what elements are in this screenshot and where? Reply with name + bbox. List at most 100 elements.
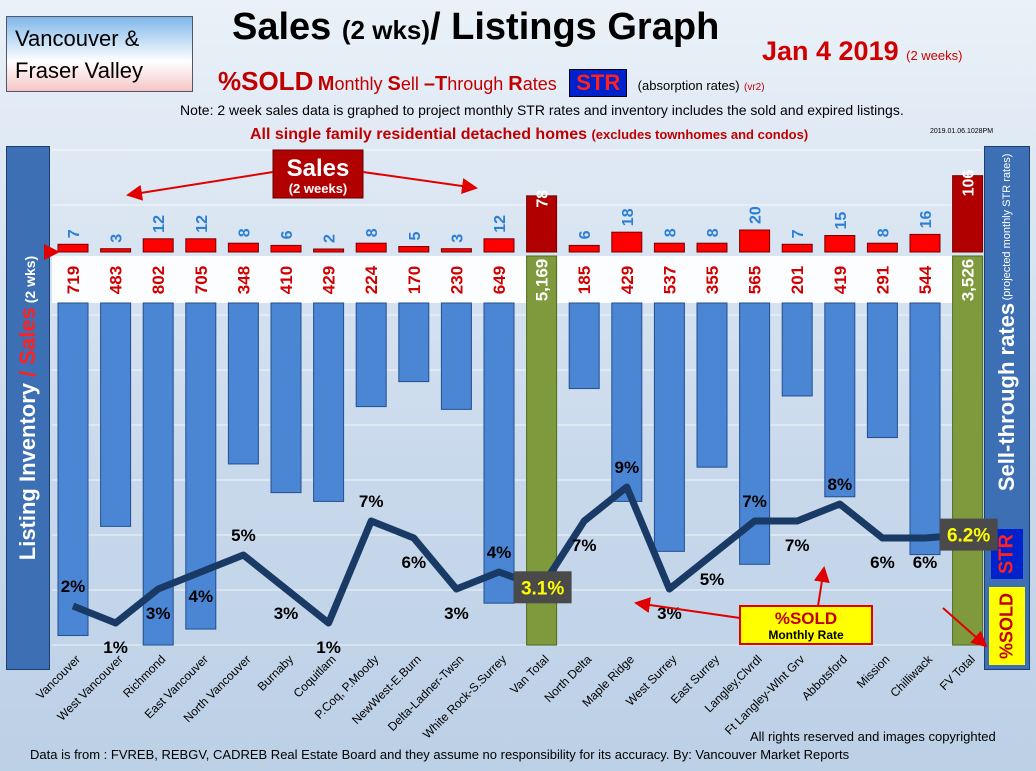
sales-label: 12: [194, 215, 211, 233]
rights-text: All rights reserved and images copyright…: [750, 729, 996, 744]
inventory-bar: [824, 302, 856, 498]
sales-label: 8: [662, 228, 679, 237]
sales-bar: [313, 248, 345, 253]
inventory-bar: [483, 302, 515, 604]
str-badge: STR: [569, 69, 628, 97]
sales-label: 18: [620, 208, 637, 226]
inventory-bar: [866, 302, 898, 439]
sold-arrow-right: [942, 607, 988, 648]
inventory-bar: [227, 302, 259, 465]
sales-callout-title: Sales: [287, 155, 350, 182]
category-label: Burnaby: [255, 652, 297, 694]
sold-rate-total-box: [513, 571, 572, 604]
sales-label: 8: [705, 228, 722, 237]
page-title: Sales (2 wks)/ Listings Graph: [232, 6, 719, 49]
region-line2: Fraser Valley: [15, 58, 143, 83]
inventory-label: 419: [831, 266, 850, 294]
sales-bar: [270, 244, 302, 253]
sales-bar: [909, 233, 941, 253]
inventory-label: 5,169: [533, 259, 552, 302]
sold-rate-label: 3%: [444, 604, 469, 623]
inventory-bar: [696, 302, 728, 468]
sales-label: 8: [236, 228, 253, 237]
sold-rate-label-total: 3.1%: [521, 578, 564, 599]
category-label: Delta-Ladner-Twsn: [385, 652, 467, 734]
sales-bar: [824, 235, 856, 253]
sales-callout-sub: (2 weeks): [289, 181, 348, 196]
inventory-bar-total: [952, 255, 984, 646]
sales-bar: [100, 248, 132, 253]
msr-label: Monthly Sell –Through Rates: [317, 73, 557, 95]
category-label: FV Total: [937, 652, 978, 693]
inventory-label: 429: [320, 266, 339, 294]
sales-label: 8: [364, 228, 381, 237]
inventory-bar: [355, 302, 387, 408]
category-label: Ft Langley-Wlnt Grv: [722, 652, 807, 737]
category-label: White Rock-S.Surrey: [420, 652, 509, 741]
inventory-label: 649: [490, 266, 509, 294]
sold-rate-label: 7%: [785, 536, 810, 555]
sold-rate-label: 6%: [402, 553, 427, 572]
inventory-bar: [270, 302, 302, 494]
category-label: Mission: [854, 652, 893, 691]
inventory-label: 224: [362, 265, 381, 294]
sales-bar: [568, 244, 600, 253]
sales-label: 12: [492, 215, 509, 233]
sold-callout-sub: Monthly Rate: [768, 628, 844, 642]
date-text: Jan 4 2019: [762, 36, 899, 66]
sold-rate-label: 3%: [146, 604, 171, 623]
sales-label: 15: [833, 212, 850, 230]
sales-bar: [866, 242, 898, 253]
inventory-label: 802: [149, 266, 168, 294]
sold-arrow-left: [634, 597, 741, 619]
inventory-label: 565: [746, 266, 765, 294]
inventory-label: 230: [447, 266, 466, 294]
sold-rate-label: 2%: [61, 577, 86, 596]
title-rest: / Listings Graph: [430, 6, 720, 48]
sales-bar: [781, 243, 813, 253]
sales-bar: [57, 243, 89, 253]
subtitle: %SOLD Monthly Sell –Through Rates STR (a…: [218, 66, 765, 97]
sold-rate-label: 1%: [103, 638, 128, 657]
sold-rate-label: 9%: [615, 458, 640, 477]
inventory-label: 483: [107, 266, 126, 294]
title-main: Sales: [232, 6, 332, 48]
title-paren: (2 wks): [341, 15, 431, 45]
sales-label: 3: [109, 234, 126, 243]
inventory-label: 705: [192, 266, 211, 294]
sold-rate-label: 3%: [274, 604, 299, 623]
sold-rate-label: 7%: [572, 536, 597, 555]
sales-bar: [653, 242, 685, 253]
pct-sold-label: %SOLD: [218, 66, 314, 96]
sales-bar: [483, 238, 515, 253]
inventory-label: 3,526: [959, 259, 978, 302]
date-note: (2 weeks): [906, 48, 963, 63]
source-text: Data is from : FVREB, REBGV, CADREB Real…: [30, 747, 850, 762]
timestamp: 2019.01.06.1028PM: [930, 128, 994, 135]
category-label: Abbotsford: [799, 652, 850, 703]
inventory-bar: [611, 302, 643, 502]
inventory-label: 355: [703, 266, 722, 294]
sales-label: 12: [151, 215, 168, 233]
sales-arrow-left: [126, 171, 274, 201]
sfr-note: All single family residential detached h…: [250, 126, 809, 143]
sold-rate-label: 7%: [742, 492, 767, 511]
sales-bar: [355, 242, 387, 253]
inventory-bar: [57, 302, 89, 637]
inventory-bar: [398, 302, 430, 383]
inventory-bar: [100, 302, 132, 527]
right-axis-panel: (projected monthly STR rates) Sell-throu…: [984, 146, 1030, 670]
sales-bar: [440, 248, 472, 253]
region-line1: Vancouver &: [15, 26, 140, 51]
sales-label: 16: [918, 211, 935, 229]
inventory-bar: [653, 302, 685, 552]
inventory-label: 544: [916, 265, 935, 294]
category-label: Chilliwack: [888, 652, 936, 700]
sold-rate-label: 5%: [231, 526, 256, 545]
sales-label: 5: [407, 232, 424, 241]
sold-rate-label: 6%: [913, 553, 938, 572]
sales-bar: [739, 229, 771, 253]
sales-label: 78: [535, 190, 552, 208]
